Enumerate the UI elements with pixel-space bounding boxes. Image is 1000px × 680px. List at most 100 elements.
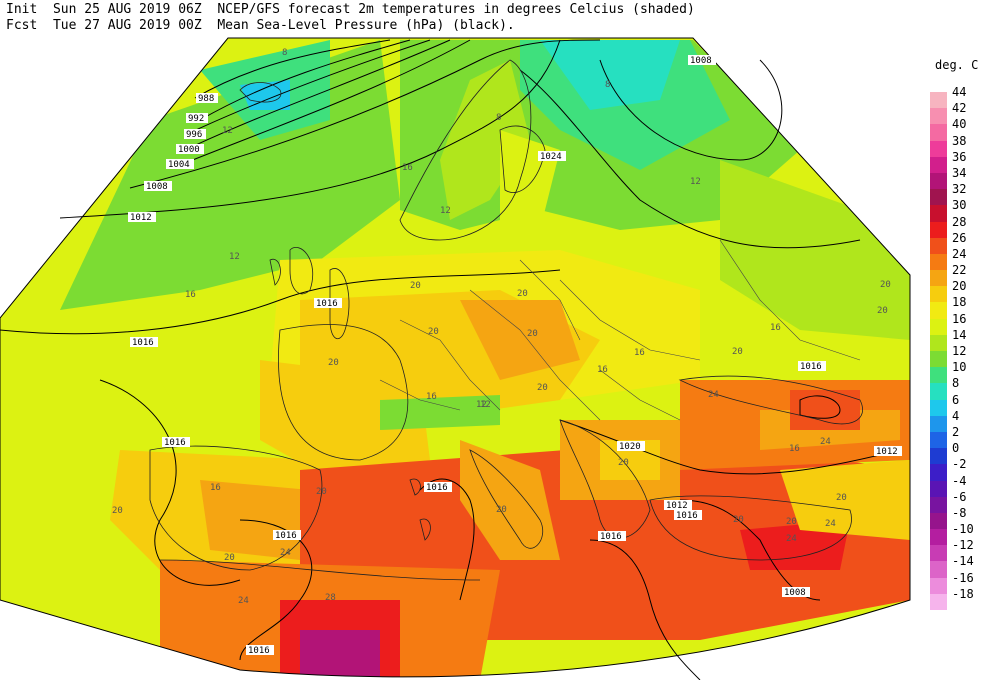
temp-label: 20 [733, 515, 744, 525]
header-init-line: Init Sun 25 AUG 2019 06Z NCEP/GFS foreca… [6, 2, 695, 18]
temp-label: 28 [325, 593, 336, 603]
legend-swatch [930, 593, 947, 610]
temp-label: 24 [820, 437, 831, 447]
svg-text:1016: 1016 [248, 646, 270, 656]
legend-label: 2 [952, 424, 960, 439]
legend-label: -2 [952, 457, 967, 472]
legend-label: 18 [952, 295, 967, 310]
isobar-label: 1008 [688, 55, 716, 66]
temp-label: 20 [517, 289, 528, 299]
legend-swatch [930, 415, 947, 432]
isobar-label: 1024 [538, 151, 566, 162]
legend-swatch [930, 221, 947, 238]
legend-swatch [930, 577, 947, 594]
legend-label: 36 [952, 149, 967, 164]
temp-label: 16 [185, 290, 196, 300]
temp-label: 24 [238, 596, 249, 606]
legend-label: 16 [952, 311, 967, 326]
isobar-label: 1016 [273, 530, 301, 541]
legend-label: 12 [952, 344, 967, 358]
svg-text:1016: 1016 [426, 483, 448, 493]
temp-label: 24 [825, 519, 836, 529]
legend-label: 22 [952, 263, 967, 278]
isobar-label: 1008 [144, 181, 172, 192]
legend-swatch [930, 367, 947, 384]
svg-text:1012: 1012 [666, 501, 688, 511]
temp-label: 16 [597, 365, 608, 375]
isobar-labels: 988 992 996 1000 1004 1008 1012 1016 101… [128, 55, 902, 656]
isobar-label: 1016 [130, 337, 158, 348]
coastlines [149, 59, 863, 581]
legend-swatch [930, 286, 947, 303]
svg-text:1004: 1004 [168, 160, 190, 170]
legend-swatch [930, 448, 947, 465]
legend-label: 26 [952, 230, 967, 245]
temp-label: 12 [440, 206, 451, 216]
svg-text:992: 992 [188, 114, 204, 124]
temp-label: 24 [786, 534, 797, 544]
fcst-prefix: Fcst [6, 18, 38, 33]
svg-text:1016: 1016 [275, 531, 297, 541]
isobar-label: 1016 [424, 482, 452, 493]
temp-label: 20 [527, 329, 538, 339]
isobar-label: 1012 [664, 500, 692, 511]
temp-label: 8 [282, 48, 287, 58]
isobar-label: 992 [186, 113, 208, 124]
init-prefix: Init [6, 2, 38, 17]
fcst-time: Tue 27 AUG 2019 00Z [52, 18, 202, 33]
legend-label: -14 [952, 554, 974, 569]
legend-swatch [930, 172, 947, 190]
legend-label: -10 [952, 522, 974, 537]
isobar-label: 1000 [176, 144, 204, 155]
temp-label: 16 [402, 163, 413, 173]
legend-label: 0 [952, 441, 960, 456]
legend-label: 38 [952, 133, 967, 148]
temp-label: 8 [496, 113, 501, 123]
isobar-label: 1016 [598, 531, 626, 542]
isobar-label: 1008 [782, 587, 810, 598]
legend-swatch [930, 383, 947, 400]
legend-swatch [930, 431, 947, 449]
temp-label: 24 [280, 548, 291, 558]
legend-swatch [930, 545, 947, 562]
title-line-1: NCEP/GFS forecast 2m temperatures in deg… [217, 2, 695, 17]
legend-label: 8 [952, 376, 960, 391]
legend-label: 44 [952, 85, 967, 99]
legend-swatch [930, 512, 947, 530]
legend-label: 34 [952, 165, 967, 180]
legend-swatch [930, 156, 947, 173]
legend-label: 28 [952, 214, 967, 229]
isobar-label: 1004 [166, 159, 194, 170]
temp-label: 20 [618, 458, 629, 468]
temp-label: 20 [328, 358, 339, 368]
legend-label: 24 [952, 246, 967, 261]
temperature-labels: 8 12 16 16 12 12 20 20 20 16 20 20 16 12… [112, 48, 891, 606]
svg-text:988: 988 [198, 94, 214, 104]
legend-label: -18 [952, 586, 974, 601]
isobar-label: 996 [184, 129, 206, 140]
isobar-label: 988 [196, 93, 218, 104]
legend-swatch [930, 480, 947, 497]
legend-swatch [930, 124, 947, 141]
legend-swatch [930, 205, 947, 222]
legend-label: 32 [952, 182, 967, 197]
init-time: Sun 25 AUG 2019 06Z [52, 2, 202, 17]
legend-swatch [930, 270, 947, 287]
legend-swatch [930, 253, 947, 271]
svg-text:1016: 1016 [600, 532, 622, 542]
temp-label: 16 [634, 348, 645, 358]
temp-label: 12 [229, 252, 240, 262]
legend-swatch [930, 561, 947, 578]
isobar-label: 1016 [798, 361, 826, 372]
temp-label: 16 [789, 444, 800, 454]
svg-text:1016: 1016 [800, 362, 822, 372]
temp-label: 12 [222, 126, 233, 136]
legend-label: 10 [952, 360, 967, 375]
legend-label: 42 [952, 101, 967, 116]
svg-text:1012: 1012 [130, 213, 152, 223]
svg-text:1024: 1024 [540, 152, 562, 162]
legend-label: -16 [952, 570, 974, 585]
legend-swatch [930, 529, 947, 546]
isobar-label: 1016 [246, 645, 274, 656]
